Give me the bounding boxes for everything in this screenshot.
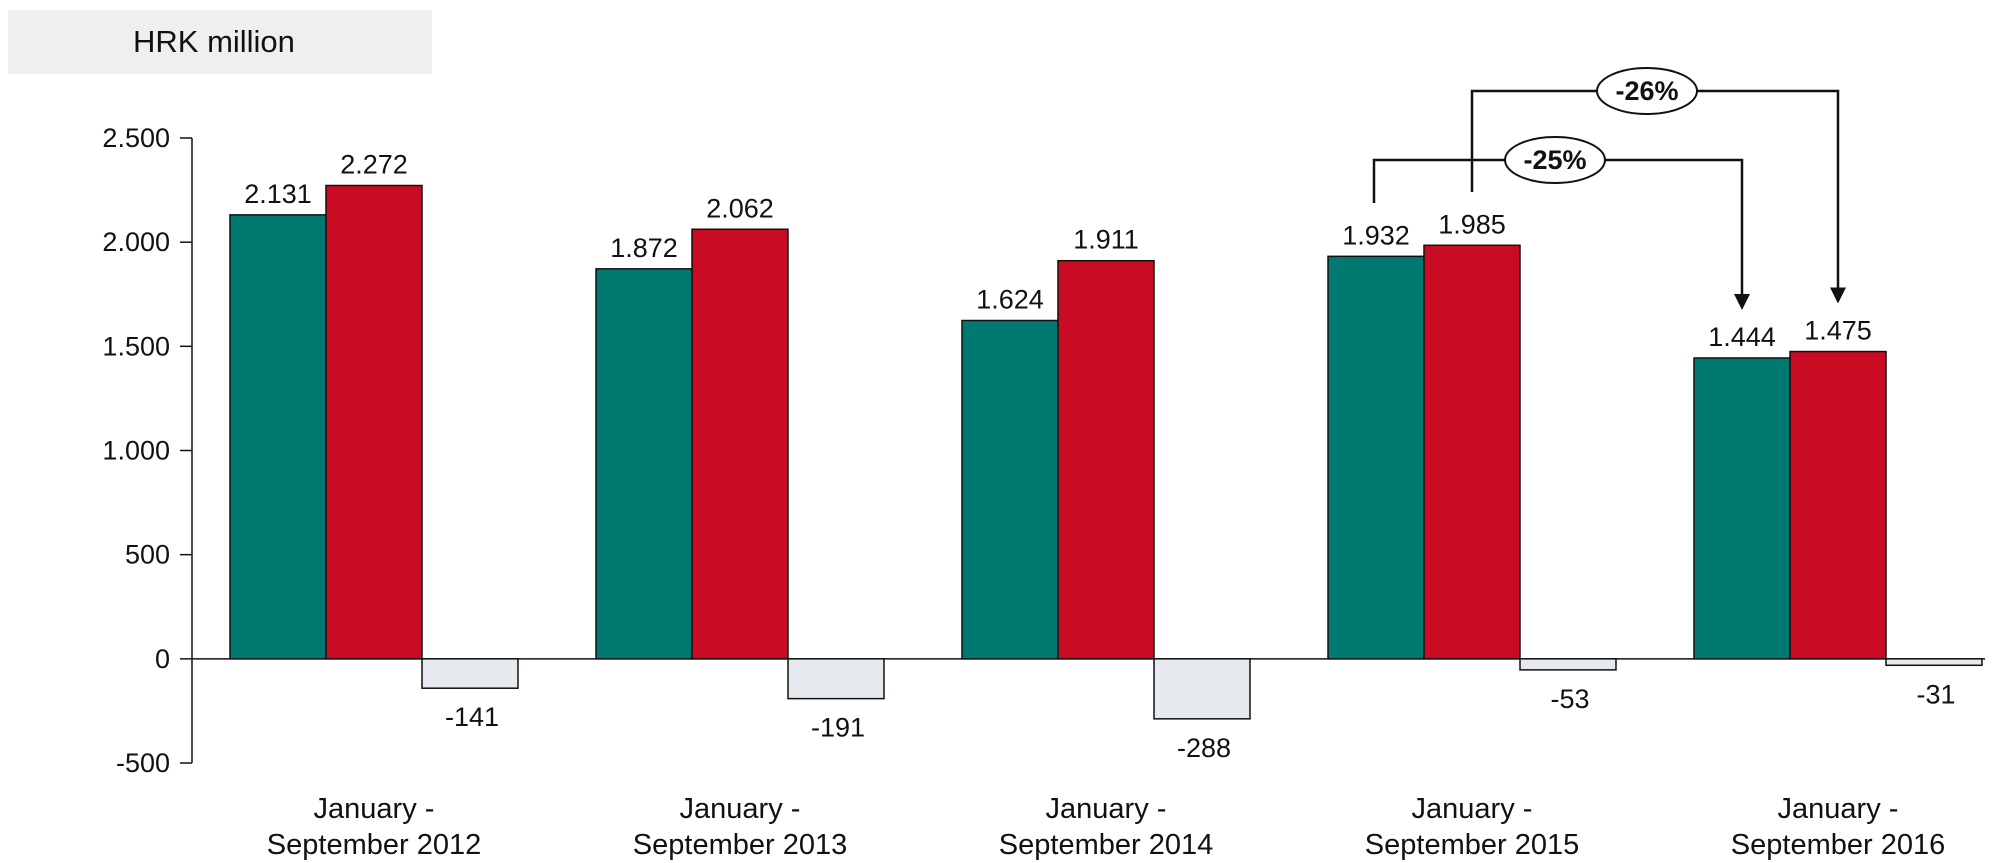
data-labels: 2.131 2.272 -141 1.872 2.062 -191 1.624 1.911 -2… bbox=[244, 150, 1955, 763]
data-label: 1.985 bbox=[1438, 209, 1506, 239]
arrow-head bbox=[1734, 294, 1750, 310]
unit-label-box: HRK million bbox=[8, 10, 432, 74]
data-label: -31 bbox=[1916, 679, 1955, 709]
y-tick-label: 2.000 bbox=[102, 227, 170, 257]
bar-s2-c5 bbox=[1789, 350, 1887, 660]
data-label: -53 bbox=[1550, 684, 1589, 714]
bar-s1-c5 bbox=[1693, 357, 1791, 660]
bar-s1-c2 bbox=[595, 268, 693, 660]
bar-s2-c4 bbox=[1423, 244, 1521, 660]
y-tick-label: -500 bbox=[116, 748, 170, 778]
data-label: 2.272 bbox=[340, 150, 408, 180]
bar-s3-c5 bbox=[1885, 658, 1983, 667]
category-label: September 2014 bbox=[999, 829, 1213, 861]
category-label: January - bbox=[314, 793, 435, 825]
category-label: January - bbox=[1778, 793, 1899, 825]
change-label: -25% bbox=[1523, 145, 1586, 175]
y-tick-label: 0 bbox=[155, 644, 170, 674]
change-bracket bbox=[1470, 89, 1840, 290]
bar-s2-c3 bbox=[1057, 259, 1155, 660]
y-tick-label: 2.500 bbox=[102, 123, 170, 153]
bar-s3-c2 bbox=[787, 658, 885, 700]
change-annotations: -25% -26% bbox=[1372, 67, 1846, 310]
category-label: September 2013 bbox=[633, 829, 847, 861]
change-badge bbox=[1596, 67, 1698, 115]
bar-s1-c3 bbox=[961, 319, 1059, 660]
bars bbox=[229, 184, 1983, 720]
category-label: January - bbox=[680, 793, 801, 825]
category-label: September 2016 bbox=[1731, 829, 1945, 861]
arrow-head bbox=[1830, 287, 1846, 304]
category-label: January - bbox=[1412, 793, 1533, 825]
data-label: 1.475 bbox=[1804, 316, 1872, 346]
bar-s2-c1 bbox=[325, 184, 423, 660]
change-badge bbox=[1504, 136, 1606, 184]
bar-s1-c4 bbox=[1327, 255, 1425, 660]
data-label: 1.932 bbox=[1342, 220, 1410, 250]
category-label: January - bbox=[1046, 793, 1167, 825]
bar-s1-c1 bbox=[229, 214, 327, 660]
category-labels: January - September 2012 January - Septembe… bbox=[267, 793, 1945, 861]
y-tick-label: 500 bbox=[125, 540, 170, 570]
bar-s2-c2 bbox=[691, 228, 789, 660]
bar-s3-c1 bbox=[421, 658, 519, 689]
data-label: 2.131 bbox=[244, 179, 312, 209]
axes: -500 0 500 1.000 1.500 2.000 2.500 bbox=[102, 123, 1985, 778]
change-label: -26% bbox=[1615, 76, 1678, 106]
data-label: 1.624 bbox=[976, 285, 1044, 315]
y-tick-label: 1.000 bbox=[102, 436, 170, 466]
category-label: September 2015 bbox=[1365, 829, 1579, 861]
y-tick-label: 1.500 bbox=[102, 331, 170, 361]
data-label: 1.444 bbox=[1708, 322, 1776, 352]
bar-s3-c4 bbox=[1519, 658, 1617, 671]
data-label: 2.062 bbox=[706, 193, 774, 223]
unit-label: HRK million bbox=[133, 24, 295, 59]
data-label: -141 bbox=[445, 702, 499, 732]
data-label: 1.872 bbox=[610, 233, 678, 263]
bar-s3-c3 bbox=[1153, 658, 1251, 720]
category-label: September 2012 bbox=[267, 829, 481, 861]
data-label: -288 bbox=[1177, 733, 1231, 763]
data-label: 1.911 bbox=[1073, 225, 1139, 255]
data-label: -191 bbox=[811, 713, 865, 743]
